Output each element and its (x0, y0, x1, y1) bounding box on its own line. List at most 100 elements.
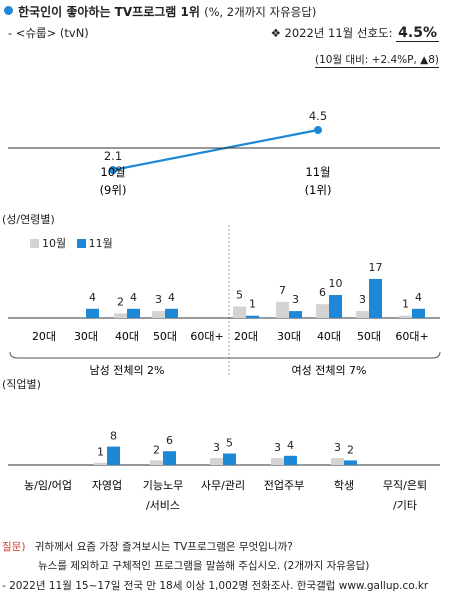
bar-nov (107, 446, 120, 465)
bar-value-label: 7 (279, 284, 286, 297)
legend-oct: 10월 (30, 237, 66, 250)
preference-label: ❖ 2022년 11월 선호도: (270, 26, 393, 40)
job-x-label: /기타 (393, 499, 417, 512)
trend-x-label: 10월 (100, 165, 125, 179)
bar-oct (94, 462, 107, 465)
bar-value-label: 4 (415, 291, 422, 304)
bar-value-label: 6 (319, 286, 326, 299)
bar-oct (233, 306, 246, 318)
survey-source: - 2022년 11월 15~17일 전국 만 18세 이상 1,002명 전화… (2, 580, 429, 592)
job-x-label: 무직/은퇴 (383, 479, 427, 492)
question-label: 질문) (2, 541, 26, 553)
question-line-2: 뉴스를 제외하고 구체적인 프로그램을 말씀해 주십시오. (2개까지 자유응답… (38, 560, 370, 572)
trend-value-label: 2.1 (104, 149, 122, 163)
job-x-label: 농/임/어업 (24, 479, 72, 492)
bar-value-label: 8 (110, 430, 117, 443)
bar-oct (152, 311, 165, 318)
bar-value-label: 1 (97, 446, 104, 459)
bar-value-label: 3 (155, 293, 162, 306)
age-x-label: 20대 (32, 330, 56, 343)
age-x-label: 60대+ (190, 330, 223, 343)
bar-value-label: 1 (249, 298, 256, 311)
job-x-label: 자영업 (92, 479, 122, 492)
bar-value-label: 3 (292, 293, 299, 306)
bar-value-label: 2 (153, 443, 160, 456)
age-x-label: 30대 (74, 330, 98, 343)
bar-nov (289, 311, 302, 318)
bar-value-label: 5 (236, 289, 243, 302)
trend-line-chart: 2.1 4.5 10월 (9위) 11월 (1위) (8, 109, 440, 197)
question-text: 귀하께서 요즘 가장 즐겨보시는 TV프로그램은 무엇입니까? (34, 541, 293, 553)
trend-x-sublabel: (1위) (305, 183, 332, 197)
bar-value-label: 2 (117, 295, 124, 308)
page-title: 한국인이 좋아하는 TV프로그램 1위 (%, 2개까지 자유응답) (18, 3, 316, 20)
bar-value-label: 10 (329, 277, 343, 290)
legend-oct-swatch (30, 239, 39, 248)
preference-summary: ❖ 2022년 11월 선호도: 4.5% (270, 25, 439, 42)
trend-point (314, 126, 322, 134)
bar-nov (344, 460, 357, 465)
job-x-label: 기능노무 (143, 479, 183, 492)
job-x-label: 사무/관리 (201, 479, 245, 492)
legend-nov: 11월 (76, 237, 113, 250)
legend-nov-swatch (76, 239, 86, 248)
bar-value-label: 2 (347, 443, 354, 456)
bar-oct (276, 301, 289, 318)
preference-change: (10월 대비: +2.4%P, ▲8) (315, 54, 439, 68)
title-text: 한국인이 좋아하는 TV프로그램 1위 (18, 5, 200, 19)
gender-age-title: (성/연령별) (2, 213, 55, 226)
age-x-label: 50대 (357, 330, 381, 343)
bar-value-label: 5 (226, 437, 233, 450)
job-x-label: 학생 (334, 479, 354, 492)
bar-value-label: 3 (213, 441, 220, 454)
bar-nov (246, 315, 259, 318)
bar-nov (163, 451, 176, 465)
title-note: (%, 2개까지 자유응답) (204, 5, 317, 19)
trend-value-label: 4.5 (309, 109, 327, 123)
age-x-label: 50대 (153, 330, 177, 343)
trend-line (112, 128, 319, 172)
bar-nov (284, 455, 297, 465)
preference-value: 4.5% (396, 25, 439, 42)
bar-value-label: 3 (274, 441, 281, 454)
bar-oct (399, 315, 412, 318)
bar-value-label: 4 (130, 291, 137, 304)
bar-nov (329, 295, 342, 318)
bar-oct (331, 458, 344, 465)
program-name: - <슈룹> (tvN) (8, 26, 89, 40)
group-label: 여성 전체의 7% (291, 364, 366, 377)
bar-value-label: 6 (166, 434, 173, 447)
age-x-label: 20대 (234, 330, 258, 343)
trend-x-label: 11월 (305, 165, 330, 179)
bar-nov (369, 278, 382, 318)
job-x-label: 전업주부 (264, 479, 304, 492)
job-x-label: /서비스 (146, 499, 180, 512)
bar-value-label: 3 (334, 441, 341, 454)
bar-oct (210, 458, 223, 465)
bar-nov (223, 453, 236, 465)
bar-value-label: 3 (359, 293, 366, 306)
trend-point (109, 166, 117, 174)
bar-oct (150, 460, 163, 465)
age-x-label: 30대 (277, 330, 301, 343)
bar-value-label: 4 (89, 291, 96, 304)
bar-value-label: 4 (287, 439, 294, 452)
age-x-label: 40대 (317, 330, 341, 343)
bar-value-label: 1 (402, 298, 409, 311)
group-bracket (9, 351, 441, 359)
bar-nov (86, 308, 99, 318)
bar-oct (316, 304, 329, 318)
bar-oct (271, 458, 284, 465)
bar-value-label: 4 (168, 291, 175, 304)
bar-nov (165, 308, 178, 318)
bar-value-label: 17 (369, 261, 383, 274)
trend-x-sublabel: (9위) (100, 183, 127, 197)
title-bullet-icon (4, 6, 13, 15)
bar-nov (127, 308, 140, 318)
bar-oct (356, 311, 369, 318)
question-line-1: 질문) 귀하께서 요즘 가장 즐겨보시는 TV프로그램은 무엇입니까? (2, 539, 293, 554)
age-x-label: 60대+ (395, 330, 428, 343)
chart-legend: 10월 11월 (30, 235, 113, 251)
